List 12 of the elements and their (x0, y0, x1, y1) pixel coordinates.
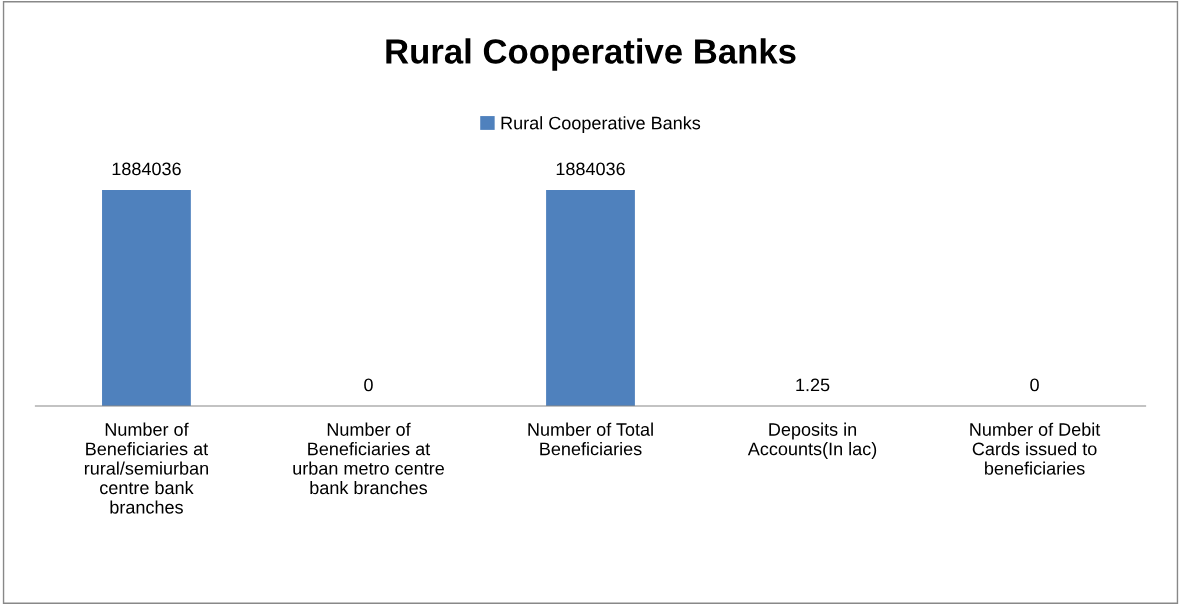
x-tick-label: Number of Beneficiaries at urban metro centre bank branches (293, 422, 444, 495)
x-tick-label: Number of Debit Cards issued to beneficiaries (970, 422, 1101, 475)
x-tick-label: Number of Total Beneficiaries (528, 422, 653, 456)
x-tick-label: Deposits in Accounts(In lac) (747, 422, 877, 459)
legend-label: Rural Cooperative Banks (501, 116, 701, 133)
data-label: 0 (1030, 378, 1039, 392)
data-label: 1.25 (796, 378, 830, 392)
x-tick-label: Number of Beneficiaries at rural/semiurban centre bank branches (84, 422, 209, 514)
data-label: 0 (364, 378, 373, 392)
data-label: 1884036 (112, 162, 181, 176)
data-label: 1884036 (556, 162, 625, 176)
chart-title: Rural Cooperative Banks (386, 38, 796, 71)
